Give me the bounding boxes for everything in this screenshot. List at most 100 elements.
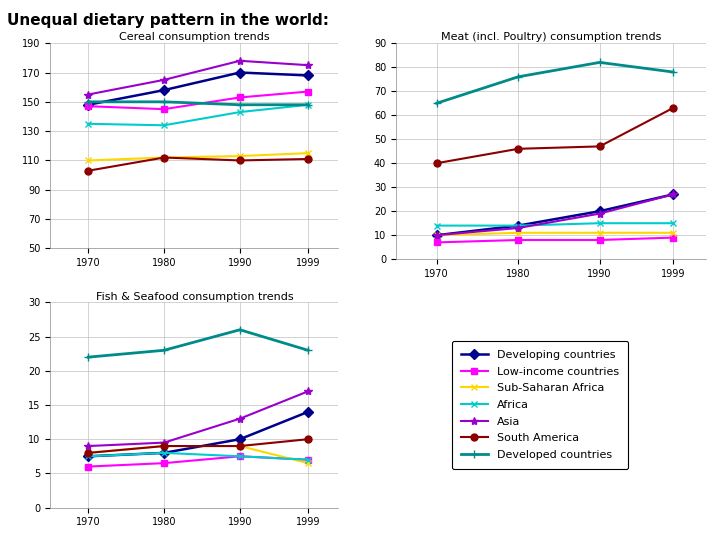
- Sub-Saharan Africa: [84, 450, 93, 456]
- Line: Sub-Saharan Africa: Sub-Saharan Africa: [85, 150, 312, 164]
- Africa: [160, 122, 168, 129]
- Line: Developed countries: Developed countries: [433, 58, 678, 107]
- Line: Low-income countries: Low-income countries: [85, 453, 312, 470]
- South America: [304, 156, 312, 162]
- Asia: [514, 225, 523, 231]
- Line: Developing countries: Developing countries: [433, 191, 677, 239]
- Developing countries: [433, 232, 441, 239]
- Developing countries: [235, 69, 244, 76]
- Developed countries: [160, 347, 168, 354]
- Developed countries: [514, 73, 523, 80]
- Line: Africa: Africa: [85, 449, 312, 463]
- Developed countries: [304, 102, 312, 108]
- Developed countries: [235, 102, 244, 108]
- Developing countries: [84, 453, 93, 460]
- Title: Cereal consumption trends: Cereal consumption trends: [119, 32, 270, 43]
- South America: [235, 443, 244, 449]
- Line: Developing countries: Developing countries: [85, 69, 312, 108]
- Line: Africa: Africa: [85, 102, 312, 129]
- Line: South America: South America: [433, 105, 677, 167]
- Developing countries: [160, 450, 168, 456]
- Legend: Developing countries, Low-income countries, Sub-Saharan Africa, Africa, Asia, So: Developing countries, Low-income countri…: [451, 341, 629, 469]
- Asia: [235, 58, 244, 64]
- Asia: [84, 443, 93, 449]
- Low-income countries: [514, 237, 523, 243]
- Developed countries: [235, 327, 244, 333]
- Asia: [84, 91, 93, 98]
- Low-income countries: [304, 456, 312, 463]
- Low-income countries: [433, 239, 441, 246]
- Africa: [160, 450, 168, 456]
- Developed countries: [160, 99, 168, 105]
- South America: [84, 167, 93, 174]
- Sub-Saharan Africa: [235, 153, 244, 159]
- Asia: [595, 211, 604, 217]
- Line: Sub-Saharan Africa: Sub-Saharan Africa: [433, 230, 677, 239]
- Text: Unequal dietary pattern in the world:: Unequal dietary pattern in the world:: [7, 14, 329, 29]
- Line: South America: South America: [85, 154, 312, 174]
- Africa: [235, 453, 244, 460]
- Developing countries: [304, 72, 312, 79]
- Sub-Saharan Africa: [595, 230, 604, 236]
- Low-income countries: [160, 460, 168, 467]
- Low-income countries: [84, 463, 93, 470]
- Africa: [514, 222, 523, 229]
- Sub-Saharan Africa: [160, 443, 168, 449]
- Sub-Saharan Africa: [514, 230, 523, 236]
- Asia: [669, 191, 678, 198]
- Line: Developed countries: Developed countries: [84, 326, 312, 361]
- Africa: [84, 120, 93, 127]
- South America: [304, 436, 312, 442]
- Developed countries: [669, 69, 678, 75]
- Developed countries: [84, 99, 93, 105]
- South America: [235, 157, 244, 164]
- Low-income countries: [160, 106, 168, 112]
- Line: Africa: Africa: [433, 220, 677, 229]
- Low-income countries: [304, 89, 312, 95]
- Africa: [433, 222, 441, 229]
- Sub-Saharan Africa: [235, 443, 244, 449]
- Low-income countries: [235, 94, 244, 100]
- Sub-Saharan Africa: [669, 230, 678, 236]
- Developing countries: [235, 436, 244, 442]
- Asia: [304, 62, 312, 69]
- Asia: [433, 232, 441, 239]
- Developing countries: [160, 87, 168, 93]
- Line: Low-income countries: Low-income countries: [85, 88, 312, 113]
- South America: [669, 105, 678, 111]
- Developed countries: [84, 354, 93, 360]
- Developed countries: [595, 59, 604, 66]
- Low-income countries: [84, 103, 93, 110]
- Asia: [160, 440, 168, 446]
- Line: Asia: Asia: [433, 190, 678, 239]
- Developed countries: [433, 100, 441, 106]
- Africa: [595, 220, 604, 226]
- Line: Asia: Asia: [84, 57, 312, 99]
- Developing countries: [84, 102, 93, 108]
- Asia: [304, 388, 312, 395]
- Developing countries: [514, 222, 523, 229]
- South America: [595, 143, 604, 150]
- Title: Meat (incl. Poultry) consumption trends: Meat (incl. Poultry) consumption trends: [441, 32, 661, 43]
- Developing countries: [595, 208, 604, 214]
- Title: Fish & Seafood consumption trends: Fish & Seafood consumption trends: [96, 292, 293, 302]
- Asia: [235, 415, 244, 422]
- Sub-Saharan Africa: [304, 150, 312, 157]
- Developed countries: [304, 347, 312, 354]
- Line: Low-income countries: Low-income countries: [433, 234, 677, 246]
- Sub-Saharan Africa: [304, 460, 312, 467]
- Line: Developing countries: Developing countries: [85, 408, 312, 460]
- Sub-Saharan Africa: [160, 154, 168, 161]
- South America: [84, 450, 93, 456]
- Sub-Saharan Africa: [433, 232, 441, 239]
- South America: [160, 154, 168, 161]
- South America: [514, 146, 523, 152]
- Africa: [669, 220, 678, 226]
- Developing countries: [669, 191, 678, 198]
- South America: [433, 160, 441, 166]
- Developing countries: [304, 409, 312, 415]
- Line: Sub-Saharan Africa: Sub-Saharan Africa: [85, 443, 312, 467]
- Africa: [235, 109, 244, 116]
- Sub-Saharan Africa: [84, 157, 93, 164]
- Line: Asia: Asia: [84, 387, 312, 450]
